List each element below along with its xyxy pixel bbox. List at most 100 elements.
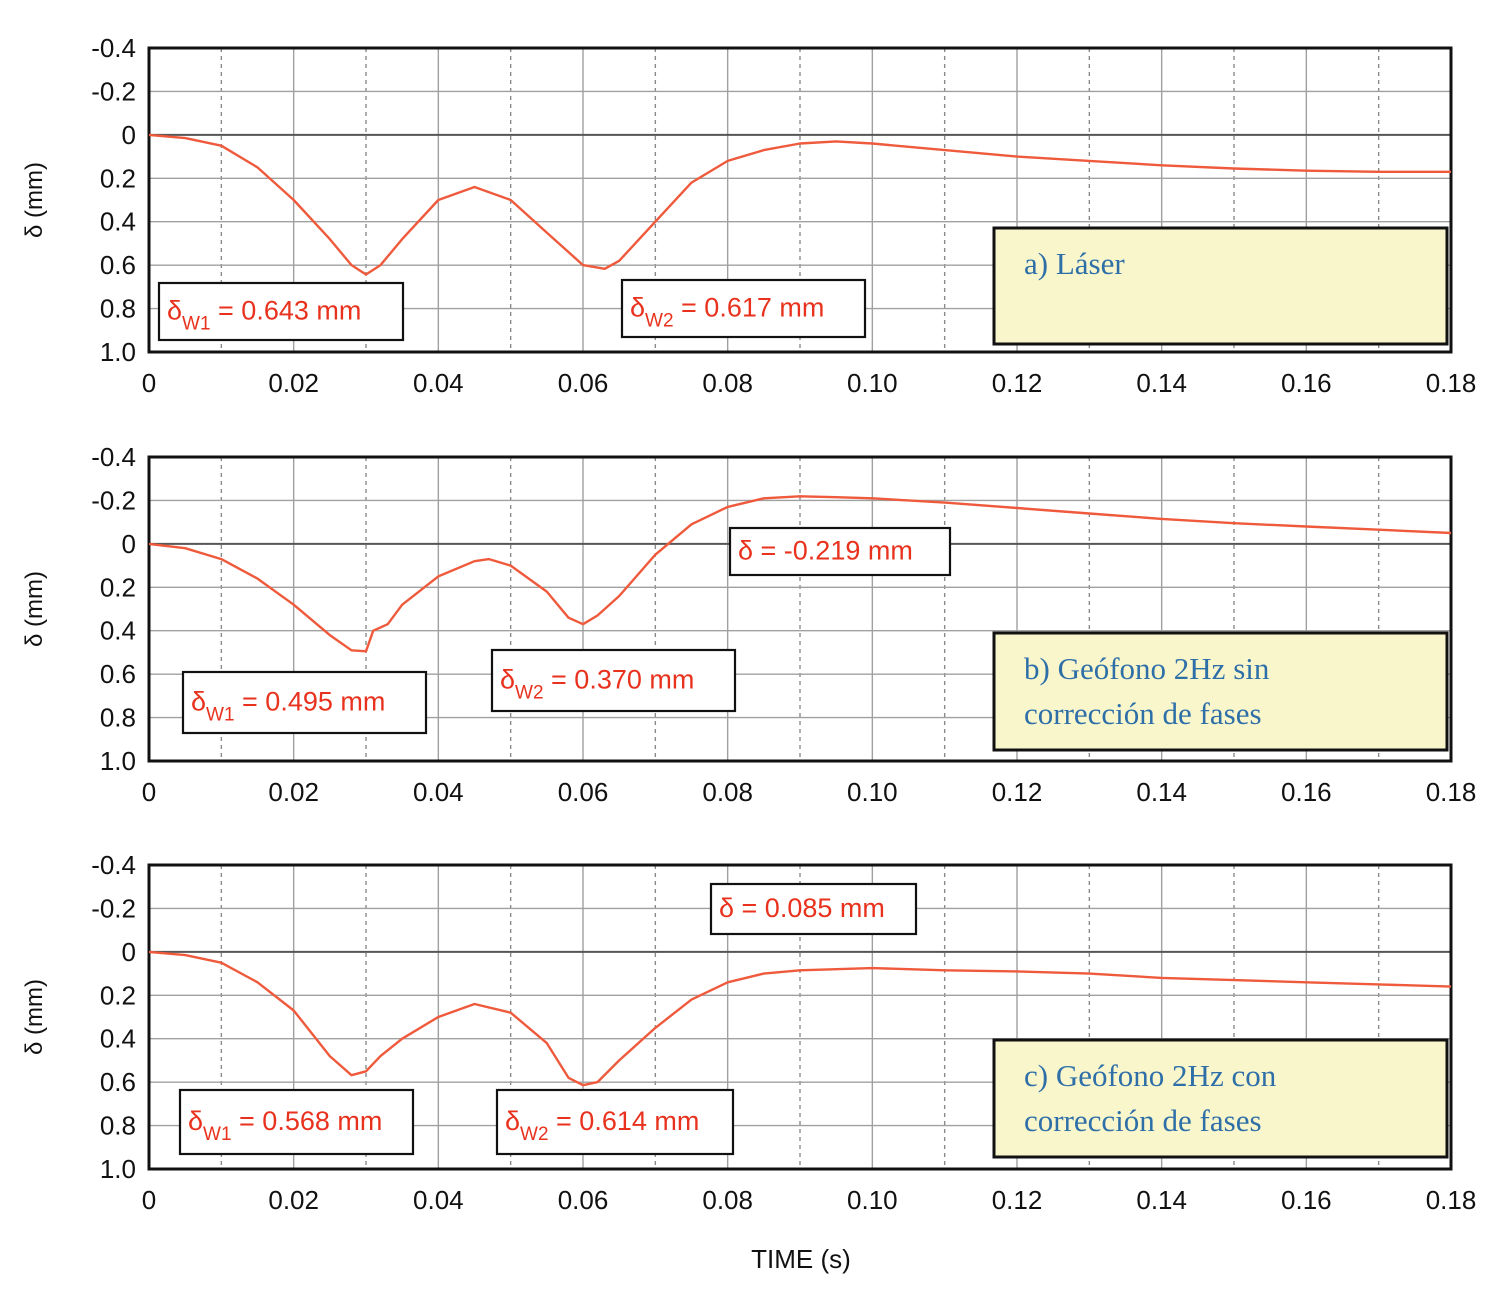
y-tick-label: 0.6 [100, 659, 136, 689]
x-tick-label: 0.18 [1426, 777, 1477, 807]
y-tick-label: 1.0 [100, 1154, 136, 1184]
annotation-box: δW2 = 0.614 mm [495, 1088, 735, 1156]
annotation-box: δW2 = 0.370 mm [490, 648, 737, 713]
y-tick-label: 0.8 [100, 703, 136, 733]
x-tick-label: 0 [142, 368, 156, 398]
y-tick-label: -0.2 [91, 485, 136, 515]
x-tick-label: 0.10 [847, 1185, 898, 1215]
x-tick-label: 0.12 [992, 368, 1043, 398]
x-axis-title: TIME (s) [751, 1244, 851, 1274]
x-tick-label: 0.06 [558, 368, 609, 398]
y-tick-label: -0.2 [91, 893, 136, 923]
plot-frame [147, 46, 1453, 354]
annotation-label: δW1 = 0.643 mm [167, 296, 361, 335]
x-tick-label: 0.02 [268, 368, 319, 398]
x-tick-label: 0.16 [1281, 777, 1332, 807]
annotation-frame [181, 670, 428, 735]
y-tick-label: 0.4 [100, 207, 136, 237]
panel-c: -0.4-0.200.20.40.60.81.00 0.02 0.04 0.06 0.0… [21, 850, 1476, 1215]
x-tick-label: 0 [142, 1185, 156, 1215]
x-tick-label: 0 [142, 777, 156, 807]
y-tick-label: 1.0 [100, 337, 136, 367]
annotation-frame [178, 1088, 415, 1156]
panel-label-line: corrección de fases [1024, 696, 1262, 731]
x-tick-label: 0.04 [413, 368, 464, 398]
x-tick-label: 0.04 [413, 1185, 464, 1215]
x-tick-label: 0.02 [268, 777, 319, 807]
x-tick-label: 0.02 [268, 1185, 319, 1215]
annotation-frame [709, 882, 918, 936]
panel-a: -0.4-0.200.20.40.60.81.00 0.02 0.04 0.06 0.0… [21, 33, 1476, 398]
x-tick-label: 0.16 [1281, 368, 1332, 398]
annotation-label: δ = 0.085 mm [719, 893, 885, 923]
annotation-box: δ = -0.219 mm [728, 526, 952, 577]
series-line [148, 495, 1452, 653]
y-tick-label: 0.2 [100, 163, 136, 193]
series-line [148, 950, 1452, 1087]
y-tick-label: -0.4 [91, 33, 136, 63]
x-tick-label: 0.12 [992, 777, 1043, 807]
y-tick-label: 1.0 [100, 746, 136, 776]
y-tick-label: 0.2 [100, 572, 136, 602]
panel-label-line: corrección de fases [1024, 1103, 1262, 1138]
annotation-frame [157, 281, 405, 342]
y-tick-label: -0.4 [91, 850, 136, 880]
panel-label-frame [992, 1038, 1449, 1159]
y-tick-label: 0.8 [100, 294, 136, 324]
x-tick-label: 0.14 [1136, 1185, 1187, 1215]
y-tick-label: -0.2 [91, 76, 136, 106]
y-axis-title: δ (mm) [21, 162, 48, 238]
annotation-frame [490, 648, 737, 713]
x-tick-label: 0.08 [702, 1185, 753, 1215]
x-tick-label: 0.10 [847, 777, 898, 807]
series-line [148, 133, 1451, 276]
annotation-label: δW1 = 0.568 mm [188, 1106, 382, 1145]
annotation-box: δW1 = 0.643 mm [157, 281, 405, 342]
x-tick-label: 0.18 [1426, 1185, 1477, 1215]
annotation-frame [728, 526, 952, 577]
annotation-frame [495, 1088, 735, 1156]
annotation-label: δ = -0.219 mm [738, 536, 913, 566]
annotation-frame [620, 278, 867, 339]
y-tick-label: -0.4 [91, 442, 136, 472]
annotation-box: δW1 = 0.495 mm [181, 670, 428, 735]
y-tick-label: 0.6 [100, 1067, 136, 1097]
annotation-label: δW1 = 0.495 mm [191, 687, 385, 726]
y-tick-label: 0 [122, 937, 136, 967]
panel-label-frame [992, 631, 1449, 752]
x-tick-label: 0.14 [1136, 368, 1187, 398]
y-axis-title: δ (mm) [21, 571, 48, 647]
annotation-label: δW2 = 0.614 mm [505, 1106, 699, 1145]
y-tick-label: 0 [122, 120, 136, 150]
x-tick-label: 0.08 [702, 777, 753, 807]
y-axis-title: δ (mm) [21, 979, 48, 1055]
panel-label-line: a) Láser [1024, 246, 1125, 281]
y-tick-label: 0.2 [100, 980, 136, 1010]
annotation-label: δW2 = 0.370 mm [500, 665, 694, 704]
x-tick-label: 0.06 [558, 777, 609, 807]
panel-label-line: c) Geófono 2Hz con [1024, 1058, 1277, 1093]
panel-label-box: c) Geófono 2Hz con corrección de fases [992, 1038, 1449, 1159]
x-tick-label: 0.08 [702, 368, 753, 398]
plot-frame [147, 863, 1453, 1171]
annotation-label: δW2 = 0.617 mm [630, 293, 824, 332]
panel-label-box: b) Geófono 2Hz sin corrección de fases [992, 631, 1449, 752]
y-tick-label: 0.8 [100, 1111, 136, 1141]
panel-label-line: b) Geófono 2Hz sin [1024, 651, 1270, 686]
annotation-box: δ = 0.085 mm [709, 882, 918, 936]
panel-b: -0.4-0.200.20.40.60.81.00 0.02 0.04 0.06 0.0… [21, 442, 1476, 807]
x-tick-label: 0.10 [847, 368, 898, 398]
annotation-box: δW1 = 0.568 mm [178, 1088, 415, 1156]
plot-frame [147, 455, 1453, 763]
x-tick-label: 0.14 [1136, 777, 1187, 807]
x-tick-label: 0.04 [413, 777, 464, 807]
y-tick-label: 0.6 [100, 250, 136, 280]
y-tick-label: 0.4 [100, 1024, 136, 1054]
y-tick-label: 0 [122, 529, 136, 559]
x-tick-label: 0.16 [1281, 1185, 1332, 1215]
annotation-box: δW2 = 0.617 mm [620, 278, 867, 339]
y-tick-label: 0.4 [100, 616, 136, 646]
x-tick-label: 0.12 [992, 1185, 1043, 1215]
panel-label-box: a) Láser [992, 226, 1449, 346]
